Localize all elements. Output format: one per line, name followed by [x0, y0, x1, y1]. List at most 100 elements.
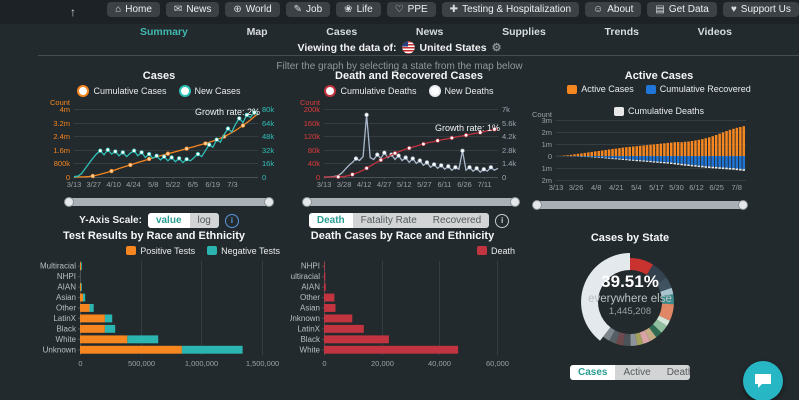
data-point[interactable]	[131, 148, 137, 153]
data-point[interactable]	[240, 123, 246, 128]
donut-slice[interactable]	[635, 332, 644, 346]
nav-button-ppe[interactable]: ♡ PPE	[386, 2, 436, 17]
data-point[interactable]	[154, 153, 159, 158]
data-point[interactable]	[481, 167, 486, 172]
donut-slice[interactable]	[659, 303, 674, 321]
cases-date-slider[interactable]	[64, 197, 274, 208]
donut-slice[interactable]	[661, 294, 674, 305]
legend-item[interactable]: Active Cases	[567, 84, 634, 94]
data-point[interactable]	[176, 156, 182, 161]
viewing-country[interactable]: United States	[419, 41, 487, 54]
slider-handle-left[interactable]	[64, 197, 74, 207]
state-tab-option-deaths[interactable]: Deaths	[658, 365, 690, 380]
data-point[interactable]	[214, 137, 219, 142]
bar-latinx-positive-tests[interactable]	[80, 314, 105, 323]
subnav-tab-map[interactable]: Map	[246, 26, 268, 38]
nav-button-testing-hospitalization[interactable]: ✚ Testing & Hospitalization	[441, 2, 580, 17]
bar-latinx-negative-tests[interactable]	[104, 314, 113, 323]
nav-button-world[interactable]: ⊕ World	[225, 2, 280, 17]
bar-unknown-death[interactable]	[324, 314, 353, 323]
data-point[interactable]	[424, 160, 430, 165]
slider-track[interactable]	[66, 198, 272, 206]
data-point[interactable]	[467, 165, 472, 170]
scroll-to-top-icon[interactable]: ↑	[70, 5, 76, 19]
subnav-tab-trends[interactable]: Trends	[604, 26, 639, 38]
data-point[interactable]	[195, 151, 201, 157]
active-date-slider[interactable]	[532, 200, 748, 211]
donut-slice[interactable]	[623, 333, 631, 347]
legend-item[interactable]: Positive Tests	[126, 246, 195, 256]
data-point[interactable]	[446, 164, 451, 169]
y-axis-scale-option-value[interactable]: value	[147, 213, 190, 228]
data-point[interactable]	[90, 173, 95, 179]
data-point[interactable]	[378, 157, 383, 163]
data-point[interactable]	[382, 150, 387, 155]
data-point[interactable]	[161, 154, 167, 159]
donut-slice[interactable]	[615, 332, 625, 346]
bar-multiracial-negative-tests[interactable]	[81, 262, 82, 271]
y-axis-scale-option-log[interactable]: log	[189, 213, 219, 228]
data-point[interactable]	[488, 165, 494, 170]
bar-white-death[interactable]	[324, 345, 459, 354]
data-point[interactable]	[252, 110, 257, 115]
data-point[interactable]	[435, 138, 440, 143]
bar-black-positive-tests[interactable]	[80, 324, 105, 333]
nav-button-get-data[interactable]: ▤ Get Data	[647, 2, 717, 17]
death-tab-option-recovered[interactable]: Recovered	[424, 213, 490, 228]
bar-latinx-death[interactable]	[324, 324, 364, 333]
data-point[interactable]	[439, 163, 444, 168]
data-point[interactable]	[207, 142, 212, 147]
data-point[interactable]	[237, 116, 242, 121]
legend-item[interactable]: Negative Tests	[207, 246, 280, 256]
bar-white-negative-tests[interactable]	[127, 335, 159, 344]
bar-other-positive-tests[interactable]	[80, 304, 90, 312]
info-icon[interactable]: i	[224, 213, 239, 228]
data-point[interactable]	[184, 157, 189, 162]
nav-button-support-us[interactable]: ♥ Support Us	[722, 2, 799, 17]
data-point[interactable]	[453, 165, 458, 170]
bar-asian-negative-tests[interactable]	[83, 293, 86, 302]
donut-slice[interactable]	[646, 264, 667, 285]
legend-item[interactable]: Cumulative Recovered	[645, 84, 751, 94]
data-point[interactable]	[492, 127, 497, 132]
donut-slice[interactable]	[639, 330, 651, 344]
data-point[interactable]	[146, 151, 152, 157]
data-point[interactable]	[392, 151, 398, 156]
info-icon[interactable]: i	[495, 213, 510, 228]
data-point[interactable]	[421, 141, 426, 147]
donut-slice[interactable]	[609, 330, 620, 344]
data-point[interactable]	[463, 133, 469, 138]
donut-slice[interactable]	[603, 327, 615, 341]
slider-handle-right[interactable]	[510, 197, 520, 207]
data-point[interactable]	[410, 156, 415, 161]
data-point[interactable]	[113, 149, 118, 154]
data-point[interactable]	[474, 166, 479, 171]
subnav-tab-supplies[interactable]: Supplies	[502, 26, 546, 38]
slider-handle-left[interactable]	[532, 200, 542, 210]
data-point[interactable]	[184, 146, 189, 151]
data-point[interactable]	[407, 145, 412, 151]
data-point[interactable]	[431, 162, 437, 167]
nav-button-about[interactable]: ☺ About	[585, 2, 642, 17]
data-point[interactable]	[165, 151, 171, 156]
chat-button[interactable]	[743, 361, 783, 400]
legend-item[interactable]: New Deaths	[428, 84, 494, 97]
data-point[interactable]	[417, 158, 423, 163]
donut-slice[interactable]	[656, 315, 670, 326]
subnav-tab-cases[interactable]: Cases	[326, 26, 358, 38]
bar-aian-positive-tests[interactable]	[80, 283, 82, 291]
nav-button-home[interactable]: ⌂ Home	[107, 2, 160, 17]
subnav-tab-videos[interactable]: Videos	[697, 26, 732, 38]
data-point[interactable]	[364, 166, 369, 171]
data-point[interactable]	[109, 168, 114, 174]
data-point[interactable]	[396, 153, 401, 158]
nav-button-news[interactable]: ✉ News	[165, 2, 220, 17]
slider-handle-right[interactable]	[264, 197, 274, 207]
bar-other-death[interactable]	[324, 293, 335, 302]
bar-aian-death[interactable]	[324, 283, 326, 291]
bar-black-death[interactable]	[324, 335, 389, 344]
data-point[interactable]	[403, 155, 408, 160]
data-point[interactable]	[375, 152, 380, 157]
legend-item[interactable]: Cumulative Deaths	[613, 106, 704, 116]
data-point[interactable]	[364, 112, 369, 117]
